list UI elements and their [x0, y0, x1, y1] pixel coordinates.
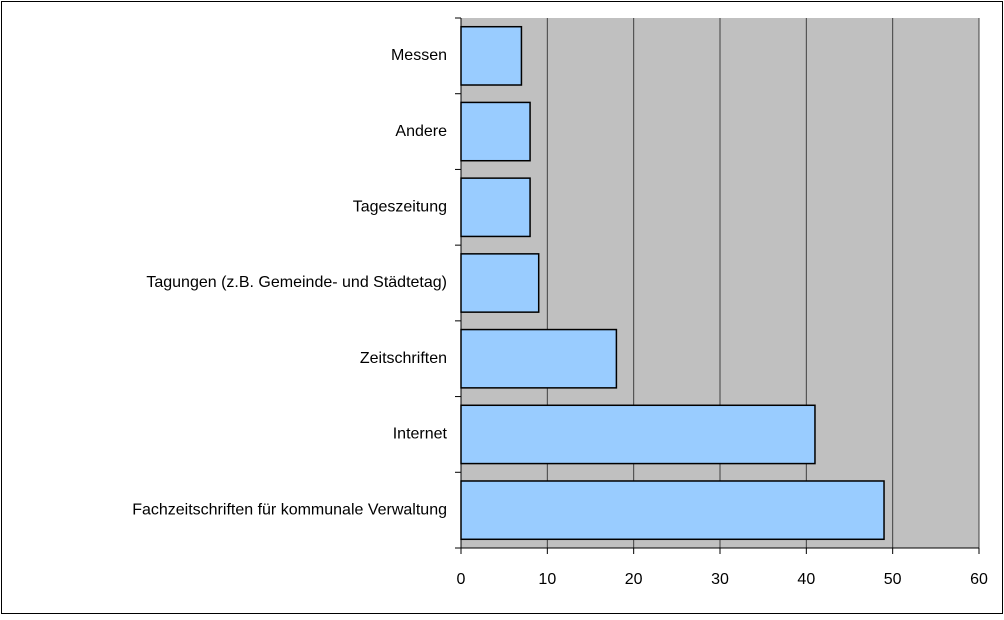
- bar: [460, 404, 816, 465]
- x-tick-label: 10: [538, 571, 556, 588]
- bar: [460, 101, 531, 162]
- y-tick-label: Tagungen (z.B. Gemeinde- und Städtetag): [146, 274, 447, 291]
- x-tick-label: 20: [625, 571, 643, 588]
- x-tick-label: 30: [711, 571, 729, 588]
- x-tick-label: 0: [457, 571, 466, 588]
- bar: [460, 25, 523, 86]
- y-tick-label: Internet: [393, 426, 448, 443]
- x-tick-label: 40: [797, 571, 815, 588]
- y-tick-label: Fachzeitschriften für kommunale Verwaltu…: [132, 501, 447, 518]
- x-tick-label: 50: [884, 571, 902, 588]
- y-tick-label: Tageszeitung: [353, 199, 447, 216]
- y-tick-label: Zeitschriften: [360, 350, 447, 367]
- bar: [460, 328, 618, 389]
- y-tick-label: Andere: [395, 123, 447, 140]
- bar: [460, 253, 540, 313]
- y-tick-label: Messen: [391, 47, 447, 64]
- bar: [460, 480, 885, 541]
- x-tick-label: 60: [970, 571, 988, 588]
- bar: [460, 177, 531, 238]
